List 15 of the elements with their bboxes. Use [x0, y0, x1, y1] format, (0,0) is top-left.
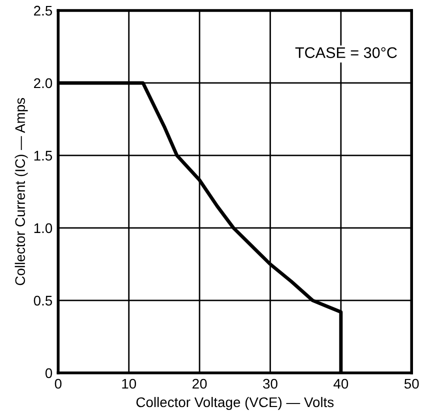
x-tick-label: 0	[54, 378, 62, 389]
y-tick-label: 0.5	[34, 296, 52, 306]
annotation: TCASE = 30°C	[295, 47, 397, 58]
y-tick-label: 1.5	[34, 150, 52, 161]
y-tick-label: 2.0	[34, 78, 52, 88]
x-axis-title: Collector Voltage (VCE) — Volts	[136, 396, 334, 410]
x-tick-label: 50	[404, 378, 419, 389]
y-tick-label: 1.0	[34, 223, 52, 234]
x-tick-label: 20	[192, 378, 207, 389]
x-tick-label: 40	[334, 378, 348, 389]
y-tick-label: 2.5	[34, 6, 52, 16]
x-tick-label: 10	[122, 378, 136, 389]
y-axis-title: Collector Current (IC) — Amps	[14, 98, 28, 286]
y-tick-label: 0	[45, 368, 52, 378]
x-tick-label: 30	[263, 378, 278, 389]
